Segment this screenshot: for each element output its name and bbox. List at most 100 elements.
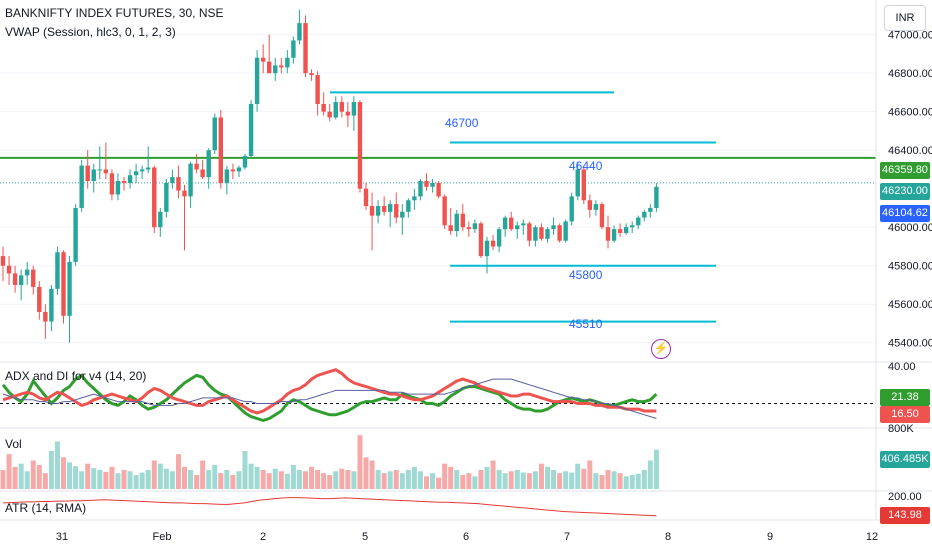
time-tick-label: 9 bbox=[767, 531, 773, 543]
candle-body bbox=[254, 57, 260, 104]
candle-body bbox=[472, 223, 478, 230]
candle-body bbox=[369, 206, 375, 216]
candle-body bbox=[394, 204, 399, 218]
candle-body bbox=[581, 169, 586, 201]
volume-bar bbox=[563, 471, 569, 489]
candle-body bbox=[18, 275, 24, 285]
adx-di-plus-tag: 21.38 bbox=[880, 389, 930, 406]
volume-bar bbox=[48, 451, 54, 489]
volume-bar bbox=[520, 472, 526, 489]
volume-bar bbox=[194, 475, 200, 489]
candle-body bbox=[630, 225, 635, 228]
volume-bar bbox=[551, 470, 557, 489]
volume-bar bbox=[605, 470, 611, 489]
candle-body bbox=[43, 311, 48, 322]
volume-bar bbox=[557, 473, 563, 489]
volume-bar bbox=[12, 466, 18, 489]
candle-body bbox=[406, 200, 411, 212]
time-tick-label: 31 bbox=[56, 531, 68, 543]
volume-bar bbox=[641, 470, 647, 489]
candle-body bbox=[551, 225, 556, 230]
candle-body bbox=[448, 225, 453, 232]
candle-body bbox=[442, 196, 447, 226]
candle-body bbox=[654, 186, 659, 208]
volume-bar bbox=[36, 464, 42, 489]
adx-series-adx bbox=[2, 378, 657, 419]
volume-bar bbox=[484, 466, 490, 489]
volume-bar bbox=[369, 460, 375, 489]
candle-body bbox=[623, 227, 629, 233]
candle-body bbox=[363, 188, 369, 207]
volume-bar bbox=[163, 468, 169, 489]
vwap-band-price-tag: 46104.62 bbox=[880, 205, 930, 222]
candle-body bbox=[333, 102, 338, 118]
volume-bar bbox=[218, 473, 224, 489]
volume-bar bbox=[73, 466, 79, 489]
volume-bar bbox=[206, 470, 212, 489]
volume-bar bbox=[224, 470, 230, 489]
candle-body bbox=[139, 169, 145, 172]
candle-body bbox=[97, 169, 102, 171]
volume-bar bbox=[139, 472, 145, 489]
candle-body bbox=[502, 217, 508, 230]
volume-bar bbox=[284, 473, 290, 489]
volume-bar bbox=[248, 463, 254, 489]
candle-body bbox=[412, 196, 417, 201]
candle-body bbox=[109, 173, 115, 195]
candle-body bbox=[400, 211, 405, 218]
volume-bar bbox=[653, 449, 659, 489]
vol-pane-title: Vol bbox=[5, 437, 22, 451]
candle-body bbox=[212, 117, 217, 151]
volume-bar bbox=[532, 471, 538, 489]
candle-body bbox=[55, 252, 60, 289]
volume-bar bbox=[575, 463, 581, 489]
volume-bar bbox=[157, 463, 163, 489]
volume-bar bbox=[478, 470, 484, 489]
volume-bar bbox=[24, 471, 30, 489]
price-tick-label: 45600.00 bbox=[888, 299, 932, 311]
candle-body bbox=[642, 211, 647, 218]
volume-bar bbox=[647, 460, 653, 489]
price-tick-label: 45800.00 bbox=[888, 261, 932, 273]
volume-bar bbox=[115, 473, 121, 489]
volume-bar bbox=[321, 473, 327, 489]
volume-bar bbox=[611, 471, 617, 489]
volume-bar bbox=[61, 457, 66, 489]
volume-bar bbox=[526, 473, 532, 489]
volume-bar bbox=[127, 471, 133, 489]
candle-body bbox=[527, 223, 532, 241]
candle-body bbox=[315, 75, 320, 104]
candle-body bbox=[327, 111, 332, 118]
volume-bar bbox=[103, 471, 109, 489]
candle-body bbox=[164, 182, 169, 212]
volume-bar bbox=[411, 466, 417, 489]
adx-series-di bbox=[1, 373, 658, 422]
volume-bar bbox=[133, 475, 139, 489]
volume-bar bbox=[260, 470, 266, 489]
candle-body bbox=[533, 227, 538, 241]
volume-bar bbox=[315, 470, 321, 489]
candle-body bbox=[381, 206, 387, 212]
price-tick-label: 46000.00 bbox=[888, 222, 932, 234]
volume-bar bbox=[508, 471, 514, 489]
candle-body bbox=[418, 181, 423, 197]
volume-bar bbox=[85, 463, 91, 489]
volume-bar bbox=[42, 473, 48, 489]
volume-bar bbox=[145, 470, 151, 489]
volume-bar bbox=[230, 475, 236, 489]
volume-bar bbox=[472, 476, 478, 489]
price-tick-label: 46600.00 bbox=[888, 107, 932, 119]
volume-bar bbox=[18, 463, 24, 489]
lightning-icon[interactable]: ⚡ bbox=[651, 339, 671, 359]
currency-button[interactable]: INR bbox=[884, 5, 926, 31]
volume-bar bbox=[0, 470, 6, 489]
time-tick-label: 12 bbox=[866, 531, 878, 543]
volume-bar bbox=[188, 470, 194, 489]
candle-body bbox=[593, 204, 599, 210]
adx-pane bbox=[0, 368, 876, 422]
candle-body bbox=[357, 102, 363, 189]
candle-body bbox=[557, 225, 562, 241]
volume-bar bbox=[569, 472, 575, 489]
adx-series-di bbox=[2, 368, 657, 415]
